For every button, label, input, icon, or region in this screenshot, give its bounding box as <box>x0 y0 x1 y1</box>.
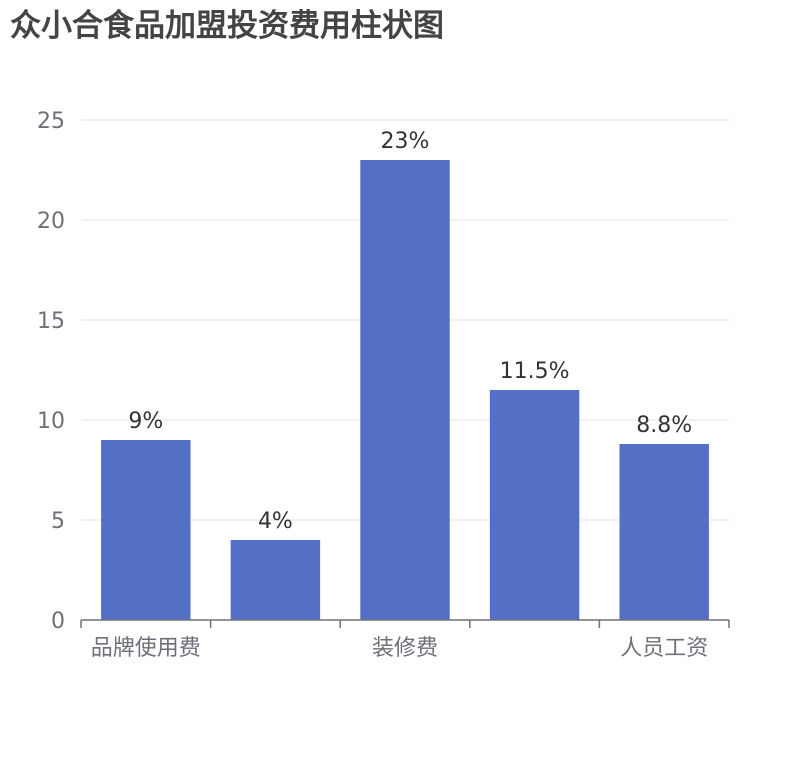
bars <box>101 160 709 620</box>
data-label: 4% <box>258 509 293 534</box>
data-label: 8.8% <box>636 413 692 438</box>
y-tick-label: 0 <box>51 609 65 634</box>
y-tick-label: 10 <box>37 409 65 434</box>
y-tick-label: 25 <box>37 109 65 134</box>
data-label: 9% <box>128 409 163 434</box>
x-tick-label: 品牌使用费 <box>91 636 201 661</box>
chart-title: 众小合食品加盟投资费用柱状图 <box>10 8 444 44</box>
x-tick-label: 人员工资 <box>620 636 708 661</box>
bar <box>360 160 450 620</box>
bar <box>101 440 191 620</box>
y-tick-label: 20 <box>37 209 65 234</box>
y-tick-label: 15 <box>37 309 65 334</box>
y-axis: 0 5 10 15 20 25 <box>37 109 65 634</box>
data-label: 11.5% <box>500 359 570 384</box>
bar <box>489 390 580 620</box>
x-axis: 品牌使用费 装修费 人员工资 <box>80 619 730 661</box>
data-labels: 9% 4% 23% 11.5% 8.8% <box>128 129 692 534</box>
x-tick-label: 装修费 <box>372 636 438 661</box>
y-tick-label: 5 <box>51 509 65 534</box>
data-label: 23% <box>381 129 430 154</box>
bar <box>619 444 709 620</box>
bar <box>230 540 321 620</box>
